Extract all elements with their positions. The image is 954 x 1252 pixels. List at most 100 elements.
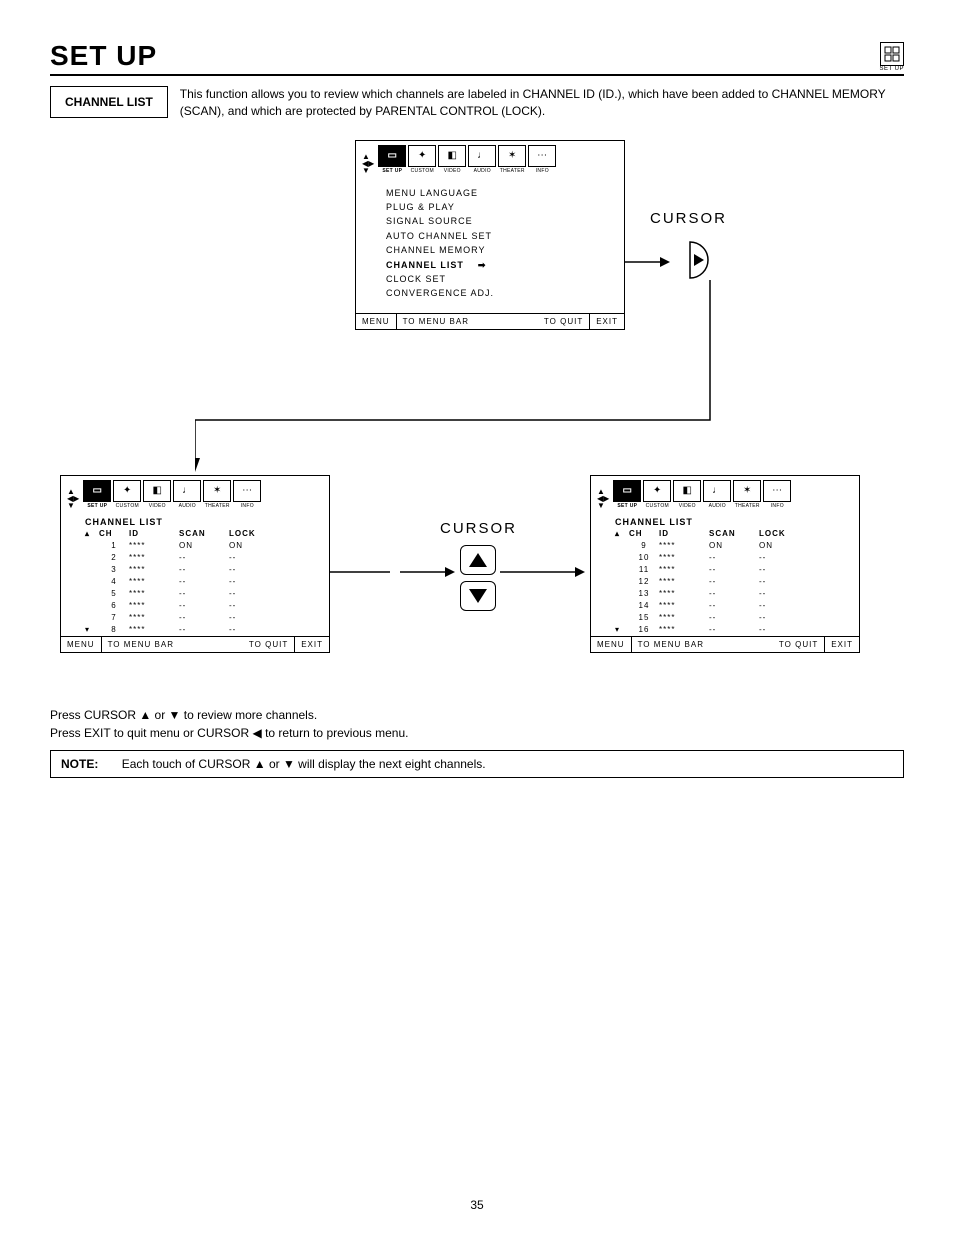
menu-item[interactable]: AUTO CHANNEL SET bbox=[386, 229, 616, 243]
nav-arrows-icon: ▲◀▶▼ bbox=[67, 488, 79, 509]
menu-item[interactable]: MENU LANGUAGE bbox=[386, 186, 616, 200]
cell-scan: -- bbox=[179, 552, 229, 564]
table-row: 11****---- bbox=[591, 564, 859, 576]
cell-ch: 9 bbox=[629, 540, 659, 552]
cell-lock: -- bbox=[759, 600, 809, 612]
nav-arrows-icon: ▲◀▶▼ bbox=[362, 153, 374, 174]
cell-lock: ON bbox=[229, 540, 279, 552]
menu-tab-custom[interactable]: ✦CUSTOM bbox=[408, 145, 436, 174]
table-row: 7****---- bbox=[61, 612, 329, 624]
menu-tab-video[interactable]: ◧VIDEO bbox=[673, 480, 701, 509]
col-scan: SCAN bbox=[709, 529, 759, 538]
col-lock: LOCK bbox=[229, 529, 279, 538]
audio-icon: ♩ bbox=[703, 480, 731, 502]
arrow-to-cursor bbox=[330, 565, 455, 579]
cell-id: **** bbox=[129, 600, 179, 612]
cell-scan: ON bbox=[709, 540, 759, 552]
page-header: SET UP SET UP bbox=[50, 40, 904, 76]
table-row: 6****---- bbox=[61, 600, 329, 612]
menu-tab-theater[interactable]: ✶THEATER bbox=[498, 145, 526, 174]
custom-icon: ✦ bbox=[408, 145, 436, 167]
menu-tab-audio[interactable]: ♩AUDIO bbox=[468, 145, 496, 174]
page-number: 35 bbox=[50, 1198, 904, 1212]
col-ch: CH bbox=[99, 529, 129, 538]
menu-tab-label: SET UP bbox=[378, 168, 406, 174]
menu-tab-theater[interactable]: ✶THEATER bbox=[203, 480, 231, 509]
menu-tab-custom[interactable]: ✦CUSTOM bbox=[113, 480, 141, 509]
cell-ch: 3 bbox=[99, 564, 129, 576]
info-icon: ⋯ bbox=[763, 480, 791, 502]
instructions: Press CURSOR ▲ or ▼ to review more chann… bbox=[50, 706, 904, 742]
cell-lock: -- bbox=[759, 552, 809, 564]
menu-tab-audio[interactable]: ♩AUDIO bbox=[703, 480, 731, 509]
col-ch: CH bbox=[629, 529, 659, 538]
table-row: 15****---- bbox=[591, 612, 859, 624]
cell-id: **** bbox=[129, 540, 179, 552]
table-row: ▾16****---- bbox=[591, 624, 859, 636]
footer-exit: EXIT bbox=[824, 637, 859, 652]
table-row: 9****ONON bbox=[591, 540, 859, 552]
menu-tab-info[interactable]: ⋯INFO bbox=[528, 145, 556, 174]
cursor-down-button[interactable] bbox=[460, 581, 496, 611]
menu-tab-label: VIDEO bbox=[673, 503, 701, 509]
menu-bar: ▲◀▶▼ ▭SET UP✦CUSTOM◧VIDEO♩AUDIO✶THEATER⋯… bbox=[356, 141, 624, 176]
menu-item[interactable]: PLUG & PLAY bbox=[386, 200, 616, 214]
menu-tab-label: THEATER bbox=[203, 503, 231, 509]
cell-scan: -- bbox=[709, 564, 759, 576]
theater-icon: ✶ bbox=[203, 480, 231, 502]
cell-id: **** bbox=[129, 624, 179, 636]
intro-text: This function allows you to review which… bbox=[180, 86, 904, 120]
menu-item[interactable]: SIGNAL SOURCE bbox=[386, 214, 616, 228]
custom-icon: ✦ bbox=[113, 480, 141, 502]
cell-scan: -- bbox=[709, 624, 759, 636]
table-row: 14****---- bbox=[591, 600, 859, 612]
note-text: Each touch of CURSOR ▲ or ▼ will display… bbox=[122, 757, 486, 771]
cursor-right-button[interactable] bbox=[670, 240, 710, 280]
menu-tab-info[interactable]: ⋯INFO bbox=[233, 480, 261, 509]
menu-tab-set-up[interactable]: ▭SET UP bbox=[83, 480, 111, 509]
cell-ch: 7 bbox=[99, 612, 129, 624]
menu-footer: MENU TO MENU BAR TO QUIT EXIT bbox=[591, 636, 859, 652]
menu-bar: ▲◀▶▼ ▭SET UP✦CUSTOM◧VIDEO♩AUDIO✶THEATER⋯… bbox=[591, 476, 859, 511]
cell-id: **** bbox=[659, 600, 709, 612]
footer-to-quit: TO QUIT bbox=[710, 637, 824, 652]
menu-item[interactable]: CHANNEL MEMORY bbox=[386, 243, 616, 257]
cursor-up-button[interactable] bbox=[460, 545, 496, 575]
menu-tab-theater[interactable]: ✶THEATER bbox=[733, 480, 761, 509]
menu-tab-info[interactable]: ⋯INFO bbox=[763, 480, 791, 509]
cell-ch: 15 bbox=[629, 612, 659, 624]
cell-lock: -- bbox=[229, 612, 279, 624]
menu-tab-custom[interactable]: ✦CUSTOM bbox=[643, 480, 671, 509]
cell-scan: -- bbox=[179, 624, 229, 636]
menu-item[interactable]: CHANNEL LIST➡ bbox=[386, 258, 616, 272]
menu-tab-label: AUDIO bbox=[703, 503, 731, 509]
menu-tab-audio[interactable]: ♩AUDIO bbox=[173, 480, 201, 509]
menu-tab-label: AUDIO bbox=[173, 503, 201, 509]
cell-lock: -- bbox=[229, 588, 279, 600]
nav-arrows-icon: ▲◀▶▼ bbox=[597, 488, 609, 509]
cursor-label-right: CURSOR bbox=[650, 210, 727, 227]
audio-icon: ♩ bbox=[173, 480, 201, 502]
theater-icon: ✶ bbox=[733, 480, 761, 502]
menu-tab-label: VIDEO bbox=[438, 168, 466, 174]
menu-tab-video[interactable]: ◧VIDEO bbox=[143, 480, 171, 509]
menu-tab-label: CUSTOM bbox=[643, 503, 671, 509]
col-scan: SCAN bbox=[179, 529, 229, 538]
cursor-label-center: CURSOR bbox=[440, 520, 517, 537]
cell-ch: 10 bbox=[629, 552, 659, 564]
cell-ch: 8 bbox=[99, 624, 129, 636]
menu-tab-label: SET UP bbox=[613, 503, 641, 509]
cell-ch: 13 bbox=[629, 588, 659, 600]
instruction-line-1: Press CURSOR ▲ or ▼ to review more chann… bbox=[50, 706, 904, 724]
cell-ch: 1 bbox=[99, 540, 129, 552]
menu-tab-set-up[interactable]: ▭SET UP bbox=[378, 145, 406, 174]
cell-scan: -- bbox=[179, 564, 229, 576]
triangle-down-icon: ▾ bbox=[85, 624, 99, 636]
menu-tab-label: INFO bbox=[763, 503, 791, 509]
menu-tab-label: THEATER bbox=[498, 168, 526, 174]
cell-id: **** bbox=[659, 564, 709, 576]
cell-ch: 4 bbox=[99, 576, 129, 588]
menu-tab-set-up[interactable]: ▭SET UP bbox=[613, 480, 641, 509]
list-title: CHANNEL LIST bbox=[591, 511, 859, 529]
menu-tab-video[interactable]: ◧VIDEO bbox=[438, 145, 466, 174]
